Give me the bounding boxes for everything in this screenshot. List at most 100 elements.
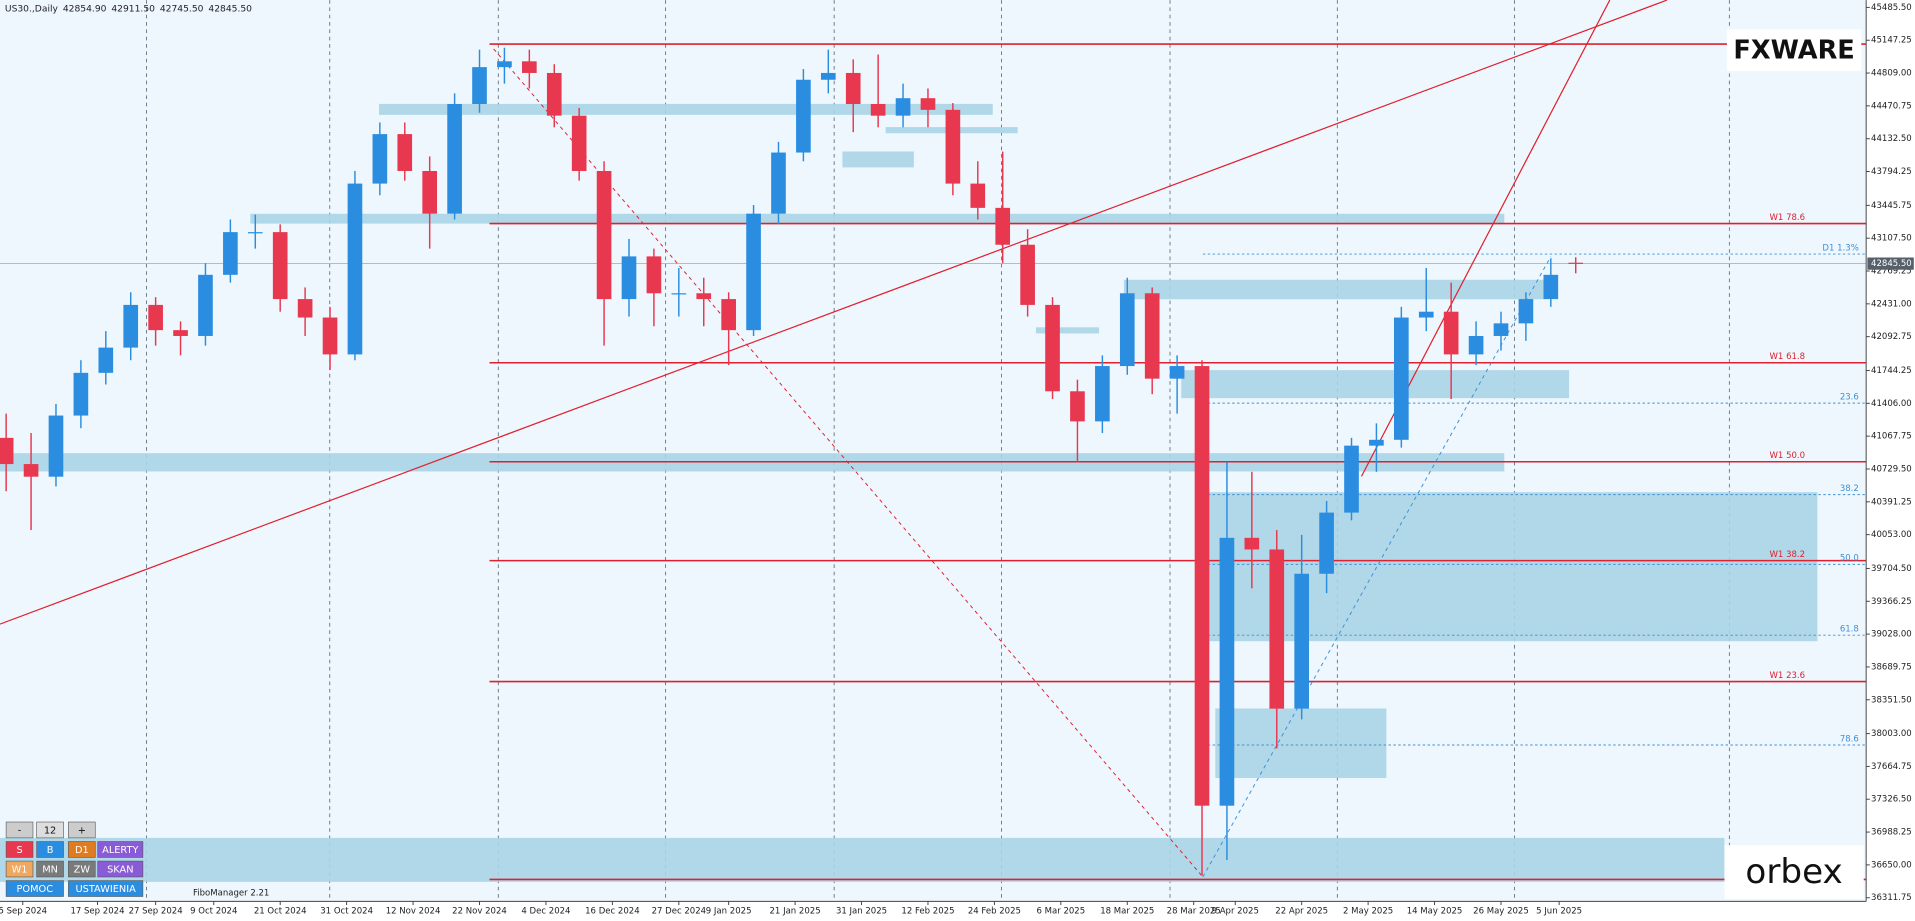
candle-body (223, 232, 238, 275)
toolbar-button-label[interactable]: USTAWIENIA (76, 884, 137, 895)
y-tick-label: 42431.00 (1871, 299, 1912, 309)
candle-body (73, 372, 89, 416)
candle-body (845, 72, 861, 105)
candle-body (447, 104, 462, 214)
candle-body (945, 109, 961, 184)
toolbar-button[interactable] (5, 860, 34, 878)
toolbar-button-label[interactable]: D1 (75, 845, 89, 856)
toolbar-button[interactable] (36, 860, 64, 878)
candle-body (796, 79, 811, 153)
y-tick-label: 43107.50 (1871, 234, 1912, 244)
trend-line (493, 48, 1204, 878)
candle-body (820, 72, 836, 80)
candle-body (1169, 366, 1185, 379)
x-tick-label: 5 Jun 2025 (1536, 907, 1582, 917)
x-tick-label: 9 Apr 2025 (1212, 907, 1259, 917)
y-tick-label: 38351.50 (1871, 695, 1912, 705)
toolbar-button-label[interactable]: MN (42, 865, 58, 876)
toolbar-button-label[interactable]: W1 (12, 865, 28, 876)
candle-body (98, 347, 114, 373)
zone (842, 151, 914, 168)
y-tick-label: 42769.25 (1871, 267, 1912, 277)
x-tick-label: 2 May 2025 (1343, 907, 1393, 917)
toolbar-button-label[interactable]: S (16, 845, 22, 856)
y-tick-label: 45147.25 (1871, 36, 1912, 46)
candle-body (23, 464, 39, 477)
candle-body (1568, 262, 1584, 264)
toolbar-button-label[interactable]: SKAN (107, 865, 133, 876)
candle-body (422, 170, 438, 214)
candle-body (920, 98, 936, 110)
level-label: 61.8 (1840, 625, 1859, 635)
toolbar-button[interactable] (36, 841, 64, 858)
trend-line (1202, 256, 1552, 878)
time-axis (0, 901, 1915, 921)
candle-body (1418, 311, 1434, 318)
x-tick-label: 5 Sep 2024 (0, 907, 47, 917)
candle-body (472, 67, 487, 105)
y-tick-label: 41406.00 (1871, 399, 1912, 409)
last-price-label: 42845.50 (1871, 259, 1912, 269)
ohlc-value: 42911.50 (111, 4, 155, 14)
toolbar-button-label[interactable]: + (78, 826, 86, 837)
candle-body (322, 317, 338, 355)
candle-body (1543, 274, 1559, 300)
toolbar-button-label[interactable]: B (47, 845, 54, 856)
y-tick-label: 41067.75 (1871, 432, 1912, 442)
x-tick-label: 17 Sep 2024 (70, 907, 124, 917)
ohlc-value: 42745.50 (160, 4, 204, 14)
x-tick-label: 26 May 2025 (1473, 907, 1529, 917)
x-tick-label: 31 Oct 2024 (320, 907, 373, 917)
toolbar-button[interactable] (97, 841, 144, 858)
toolbar-button[interactable] (5, 821, 34, 839)
candle-body (297, 299, 313, 318)
candle-body (1394, 317, 1409, 440)
candle-body (1070, 391, 1085, 422)
x-tick-label: 27 Dec 2024 (652, 907, 706, 917)
toolbar-button[interactable] (68, 880, 144, 897)
logo: FXWARE (1733, 35, 1854, 65)
y-tick-label: 39704.50 (1871, 564, 1912, 574)
y-tick-label: 37326.50 (1871, 795, 1912, 805)
toolbar-button[interactable] (5, 841, 34, 858)
symbol: US30.,Daily (5, 4, 59, 14)
zone (250, 213, 1505, 224)
toolbar-button-label[interactable]: 12 (44, 826, 56, 837)
toolbar-button[interactable] (36, 821, 64, 839)
y-tick-label: 39366.25 (1871, 597, 1912, 607)
y-tick-label: 40053.00 (1871, 530, 1912, 540)
x-tick-label: 27 Sep 2024 (129, 907, 183, 917)
toolbar-button-label[interactable]: POMOC (17, 884, 54, 895)
candle-body (571, 115, 587, 171)
toolbar-button[interactable] (68, 821, 96, 839)
toolbar-button[interactable] (5, 880, 64, 897)
candle-body (148, 304, 163, 331)
candle-body (970, 183, 986, 208)
candle-body (1493, 323, 1509, 336)
x-tick-label: 9 Jan 2025 (706, 907, 752, 917)
toolbar-button-label[interactable]: ZW (74, 865, 91, 876)
candle-body (1244, 537, 1260, 550)
ohlc-value: 42845.50 (208, 4, 252, 14)
toolbar-button[interactable] (68, 841, 96, 858)
candle-body (771, 152, 786, 214)
candle-body (696, 293, 712, 300)
y-tick-label: 36311.75 (1871, 893, 1912, 903)
toolbar-button-label[interactable]: - (18, 826, 22, 837)
candle-body (1468, 335, 1484, 355)
y-tick-label: 43445.75 (1871, 201, 1912, 211)
level-label: W1 23.6 (1770, 671, 1806, 681)
candle-body (272, 232, 288, 300)
x-tick-label: 18 Mar 2025 (1100, 907, 1154, 917)
x-tick-label: 4 Dec 2024 (521, 907, 570, 917)
level-label: 78.6 (1840, 734, 1859, 744)
toolbar-button[interactable] (97, 860, 144, 878)
x-tick-label: 14 May 2025 (1407, 907, 1463, 917)
level-label: 50.0 (1840, 554, 1859, 564)
x-tick-label: 21 Oct 2024 (254, 907, 307, 917)
y-tick-label: 44809.00 (1871, 69, 1912, 79)
toolbar-button[interactable] (68, 860, 96, 878)
toolbar-button-label[interactable]: ALERTY (102, 845, 138, 856)
